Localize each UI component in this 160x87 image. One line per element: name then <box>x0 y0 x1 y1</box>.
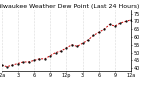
Title: Milwaukee Weather Dew Point (Last 24 Hours): Milwaukee Weather Dew Point (Last 24 Hou… <box>0 4 139 9</box>
